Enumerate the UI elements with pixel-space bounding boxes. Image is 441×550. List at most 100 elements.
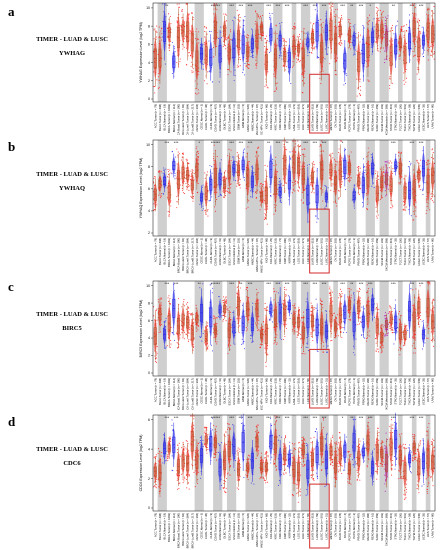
cancer-type-band: [213, 415, 223, 511]
x-tick-label: LGG.Tumor (n = 516): [297, 104, 301, 130]
significance-label: ***: [419, 415, 424, 420]
significance-label: ***: [285, 415, 290, 420]
x-tick-label: PAAD.Normal (n = 4): [343, 378, 347, 403]
x-tick-label: GBM.Tumor (n = 153): [237, 104, 241, 130]
significance-label: ***: [285, 3, 290, 8]
panel-caption: TIMER - LUAD & LUSC BIRC5: [12, 311, 132, 333]
panel-letter: a: [8, 4, 15, 19]
caption-source: TIMER - LUAD & LUSC: [36, 446, 108, 453]
x-tick-label: TGCT.Tumor (n = 150): [398, 238, 402, 265]
category-box: [300, 436, 306, 467]
x-tick-label: LIHC.Tumor (n = 371): [301, 238, 305, 264]
category-box: [287, 151, 292, 206]
category-box: [305, 31, 311, 57]
category-box: [384, 160, 389, 197]
category-box: [398, 433, 403, 480]
category-box: [342, 294, 347, 333]
category-box: [398, 151, 403, 185]
category-box: [166, 436, 172, 462]
x-tick-label: BLCA.Normal (n = 19): [163, 104, 167, 131]
category-box: [286, 441, 292, 476]
x-tick-label: HNSC-HPV+.Tumor (n = 97): [255, 238, 259, 272]
category-box: [222, 13, 228, 50]
x-tick-label: STAD.Tumor (n = 415): [389, 513, 393, 540]
category-box: [241, 302, 245, 350]
boxplot-chart: BIRC5 Expression Level (log2 TPM) 0 2 4 6 8 10…: [139, 280, 436, 410]
x-tick-label: KIRC.Tumor (n = 533): [274, 378, 278, 405]
significance-label: ***: [410, 281, 415, 286]
category-box: [300, 311, 306, 355]
category-box: [282, 287, 287, 340]
category-box: [263, 164, 269, 225]
x-tick-label: GBM.Normal (n = 5): [241, 104, 245, 128]
category-box: [203, 26, 209, 85]
category-box: [365, 284, 371, 342]
x-tick-label: HNSC-HPV-.Tumor (n = 421): [260, 378, 264, 410]
y-tick-label: 10: [146, 6, 150, 10]
category-box: [319, 298, 324, 353]
category-box: [287, 38, 292, 85]
cancer-type-band: [319, 415, 329, 511]
category-box: [314, 3, 320, 59]
x-tick-label: CHOL.Normal (n = 9): [209, 238, 213, 264]
category-box: [393, 299, 398, 345]
x-tick-label: THCA.Normal (n = 59): [408, 104, 412, 131]
category-box: [254, 424, 260, 459]
x-tick-label: KIRP.Normal (n = 32): [287, 513, 291, 539]
x-tick-label: STAD.Normal (n = 35): [394, 513, 398, 540]
y-tick-label: 6: [148, 319, 150, 323]
x-tick-label: READ.Tumor (n = 166): [366, 513, 370, 541]
cancer-type-band: [157, 140, 167, 236]
x-tick-label: KIRC.Normal (n = 72): [278, 513, 282, 539]
x-tick-label: THCA.Normal (n = 59): [408, 238, 412, 265]
significance-label: ***: [211, 415, 216, 420]
x-tick-label: LAML.Tumor (n = 173): [292, 378, 296, 405]
category-box: [222, 296, 228, 322]
x-tick-label: SKCM.Tumor (n = 103): [380, 238, 384, 266]
category-box: [213, 315, 218, 345]
category-box: [227, 29, 232, 76]
x-tick-label: READ.Normal (n = 10): [371, 378, 375, 405]
category-box: [379, 323, 384, 354]
category-box: [425, 280, 431, 339]
significance-label: ***: [248, 281, 253, 286]
category-box: [282, 137, 288, 194]
x-tick-label: BRCA-Her2.Tumor (n = 82): [181, 378, 185, 410]
category-box: [176, 3, 181, 68]
x-tick-label: GBM.Normal (n = 5): [241, 513, 245, 537]
x-tick-label: GBM.Tumor (n = 153): [237, 238, 241, 264]
significance-label: ***: [391, 140, 396, 145]
category-box: [328, 1, 334, 65]
x-tick-label: KICH.Tumor (n = 66): [264, 104, 268, 129]
x-tick-label: COAD.Normal (n = 41): [218, 513, 222, 540]
category-box: [296, 306, 301, 340]
category-box: [300, 148, 306, 204]
category-box: [250, 302, 255, 343]
significance-label: ***: [165, 140, 170, 145]
category-box: [213, 424, 218, 461]
significance-label: **: [392, 3, 396, 8]
x-tick-label: LIHC.Tumor (n = 371): [301, 513, 305, 539]
category-box: [333, 8, 338, 76]
category-box: [264, 35, 269, 89]
significance-label: ***: [275, 140, 280, 145]
category-box: [393, 20, 399, 68]
significance-label: ***: [410, 415, 415, 420]
x-tick-label: HNSC-HPV-.Tumor (n = 421): [260, 513, 264, 548]
cancer-type-band: [194, 415, 204, 511]
x-tick-label: BRCA-Basal.Tumor (n = 190): [176, 238, 180, 273]
category-box: [374, 303, 380, 353]
x-tick-label: LGG.Tumor (n = 516): [297, 238, 301, 264]
category-box: [171, 282, 176, 342]
significance-label: ***: [312, 140, 317, 145]
cancer-type-band: [273, 140, 283, 236]
x-tick-label: CHOL.Normal (n = 9): [209, 378, 213, 404]
category-box: [189, 12, 194, 74]
x-tick-label: OV.Tumor (n = 303): [334, 378, 338, 402]
y-tick-label: 4: [148, 447, 150, 451]
cancer-type-band: [245, 281, 264, 376]
category-box: [310, 436, 315, 481]
category-box: [166, 13, 172, 51]
category-box: [347, 151, 352, 183]
x-tick-label: KIRP.Tumor (n = 290): [283, 378, 287, 404]
